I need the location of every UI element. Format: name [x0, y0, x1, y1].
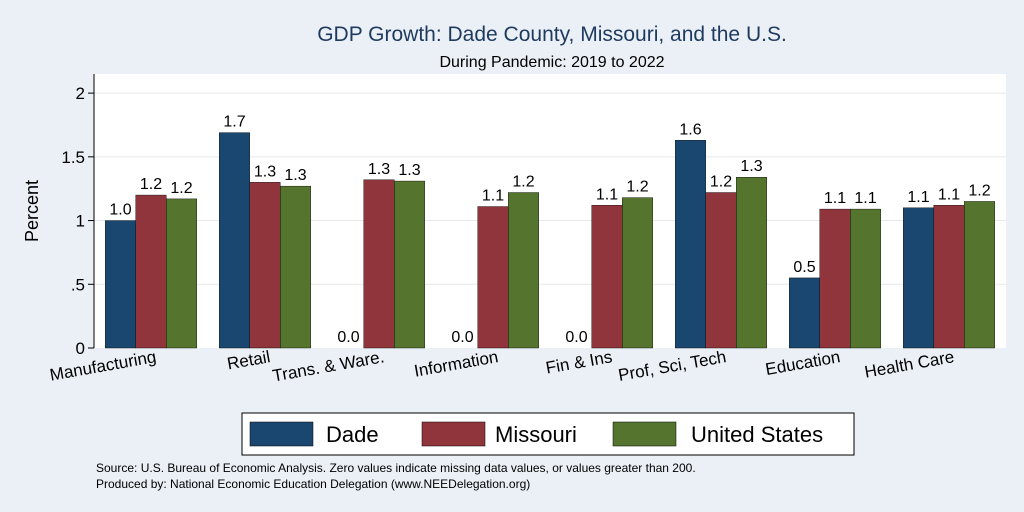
y-axis: 0 .5 1 1.5 2 — [61, 74, 95, 358]
legend-swatch — [249, 421, 314, 447]
bars — [105, 132, 995, 349]
data-labels: 1.0 1.2 1.2 1.7 1.3 1.3 0.0 1.3 1.3 0.0 1.1 1.2 0.0 1… — [109, 114, 990, 346]
x-category-label: Trans. & Ware. — [271, 347, 386, 385]
bar — [903, 207, 934, 349]
bar — [280, 185, 311, 349]
bar-value-label: 1.2 — [140, 176, 162, 193]
bar-value-label: 1.3 — [254, 163, 276, 180]
bar-value-label: 1.2 — [512, 174, 534, 191]
bar-value-label: 1.1 — [482, 188, 504, 205]
bar-value-label: 1.1 — [824, 190, 846, 207]
bar — [508, 192, 539, 349]
legend-label: United States — [691, 422, 823, 447]
bar-value-label: 1.2 — [626, 179, 648, 196]
bar — [933, 205, 965, 349]
x-category-label: Manufacturing — [48, 347, 157, 384]
x-category-label: Education — [764, 347, 842, 379]
bar — [705, 192, 737, 349]
legend-box — [241, 412, 855, 456]
y-axis-title: Percent — [22, 180, 42, 242]
y-tick-label: 0 — [76, 339, 85, 358]
legend-label: Missouri — [495, 422, 577, 447]
bar-value-label: 0.0 — [337, 329, 359, 346]
bar — [219, 132, 250, 349]
bar — [249, 182, 281, 349]
legend-entries: Dade Missouri United States — [249, 421, 823, 447]
x-category-label: Prof, Sci, Tech — [617, 347, 728, 385]
bar — [736, 177, 767, 349]
bar — [850, 208, 881, 349]
bar-value-label: 1.1 — [907, 189, 929, 206]
x-category-label: Health Care — [863, 347, 956, 381]
bar-value-label: 1.7 — [223, 114, 245, 131]
bar-value-label: 0.0 — [451, 329, 473, 346]
bar — [964, 201, 995, 349]
y-tick-label: 1 — [76, 212, 85, 231]
bar-value-label: 1.3 — [284, 167, 306, 184]
chart-title: GDP Growth: Dade County, Missouri, and t… — [317, 23, 787, 46]
bar-value-label: 1.0 — [109, 202, 131, 219]
x-axis-categories: Manufacturing Retail Trans. & Ware. Informa… — [48, 347, 955, 385]
x-category-label: Information — [413, 347, 500, 380]
bar — [622, 197, 653, 349]
bar-value-label: 1.3 — [740, 158, 762, 175]
bar — [135, 194, 167, 349]
y-tick-label: 2 — [76, 84, 85, 103]
source-note: Source: U.S. Bureau of Economic Analysis… — [96, 461, 696, 475]
bar-value-label: 1.2 — [968, 182, 990, 199]
bar-value-label: 1.3 — [398, 162, 420, 179]
legend: Dade Missouri United States — [241, 412, 855, 456]
producer-note: Produced by: National Economic Education… — [96, 477, 530, 491]
bar-value-label: 1.3 — [368, 161, 390, 178]
bar — [363, 179, 395, 349]
legend-label: Dade — [326, 422, 379, 447]
bar — [591, 205, 623, 349]
legend-swatch — [421, 421, 486, 447]
legend-swatch — [612, 421, 677, 447]
chart-subtitle: During Pandemic: 2019 to 2022 — [439, 54, 664, 71]
x-category-label: Retail — [226, 347, 272, 373]
bar-value-label: 1.1 — [854, 190, 876, 207]
bar-value-label: 1.1 — [596, 186, 618, 203]
bar — [819, 208, 851, 349]
bar-value-label: 1.2 — [710, 174, 732, 191]
bar — [477, 206, 509, 349]
y-tick-label: 1.5 — [61, 148, 85, 167]
bar — [789, 277, 820, 349]
bar — [394, 180, 425, 349]
bar-value-label: 1.2 — [170, 180, 192, 197]
bar — [675, 140, 706, 349]
bar-value-label: 0.5 — [793, 259, 815, 276]
bar-value-label: 1.1 — [938, 186, 960, 203]
bar — [105, 220, 136, 349]
y-tick-label: .5 — [71, 275, 85, 294]
bar-value-label: 1.6 — [679, 121, 701, 138]
x-category-label: Fin & Ins — [544, 347, 613, 377]
bar-value-label: 0.0 — [565, 329, 587, 346]
bar — [166, 198, 197, 349]
